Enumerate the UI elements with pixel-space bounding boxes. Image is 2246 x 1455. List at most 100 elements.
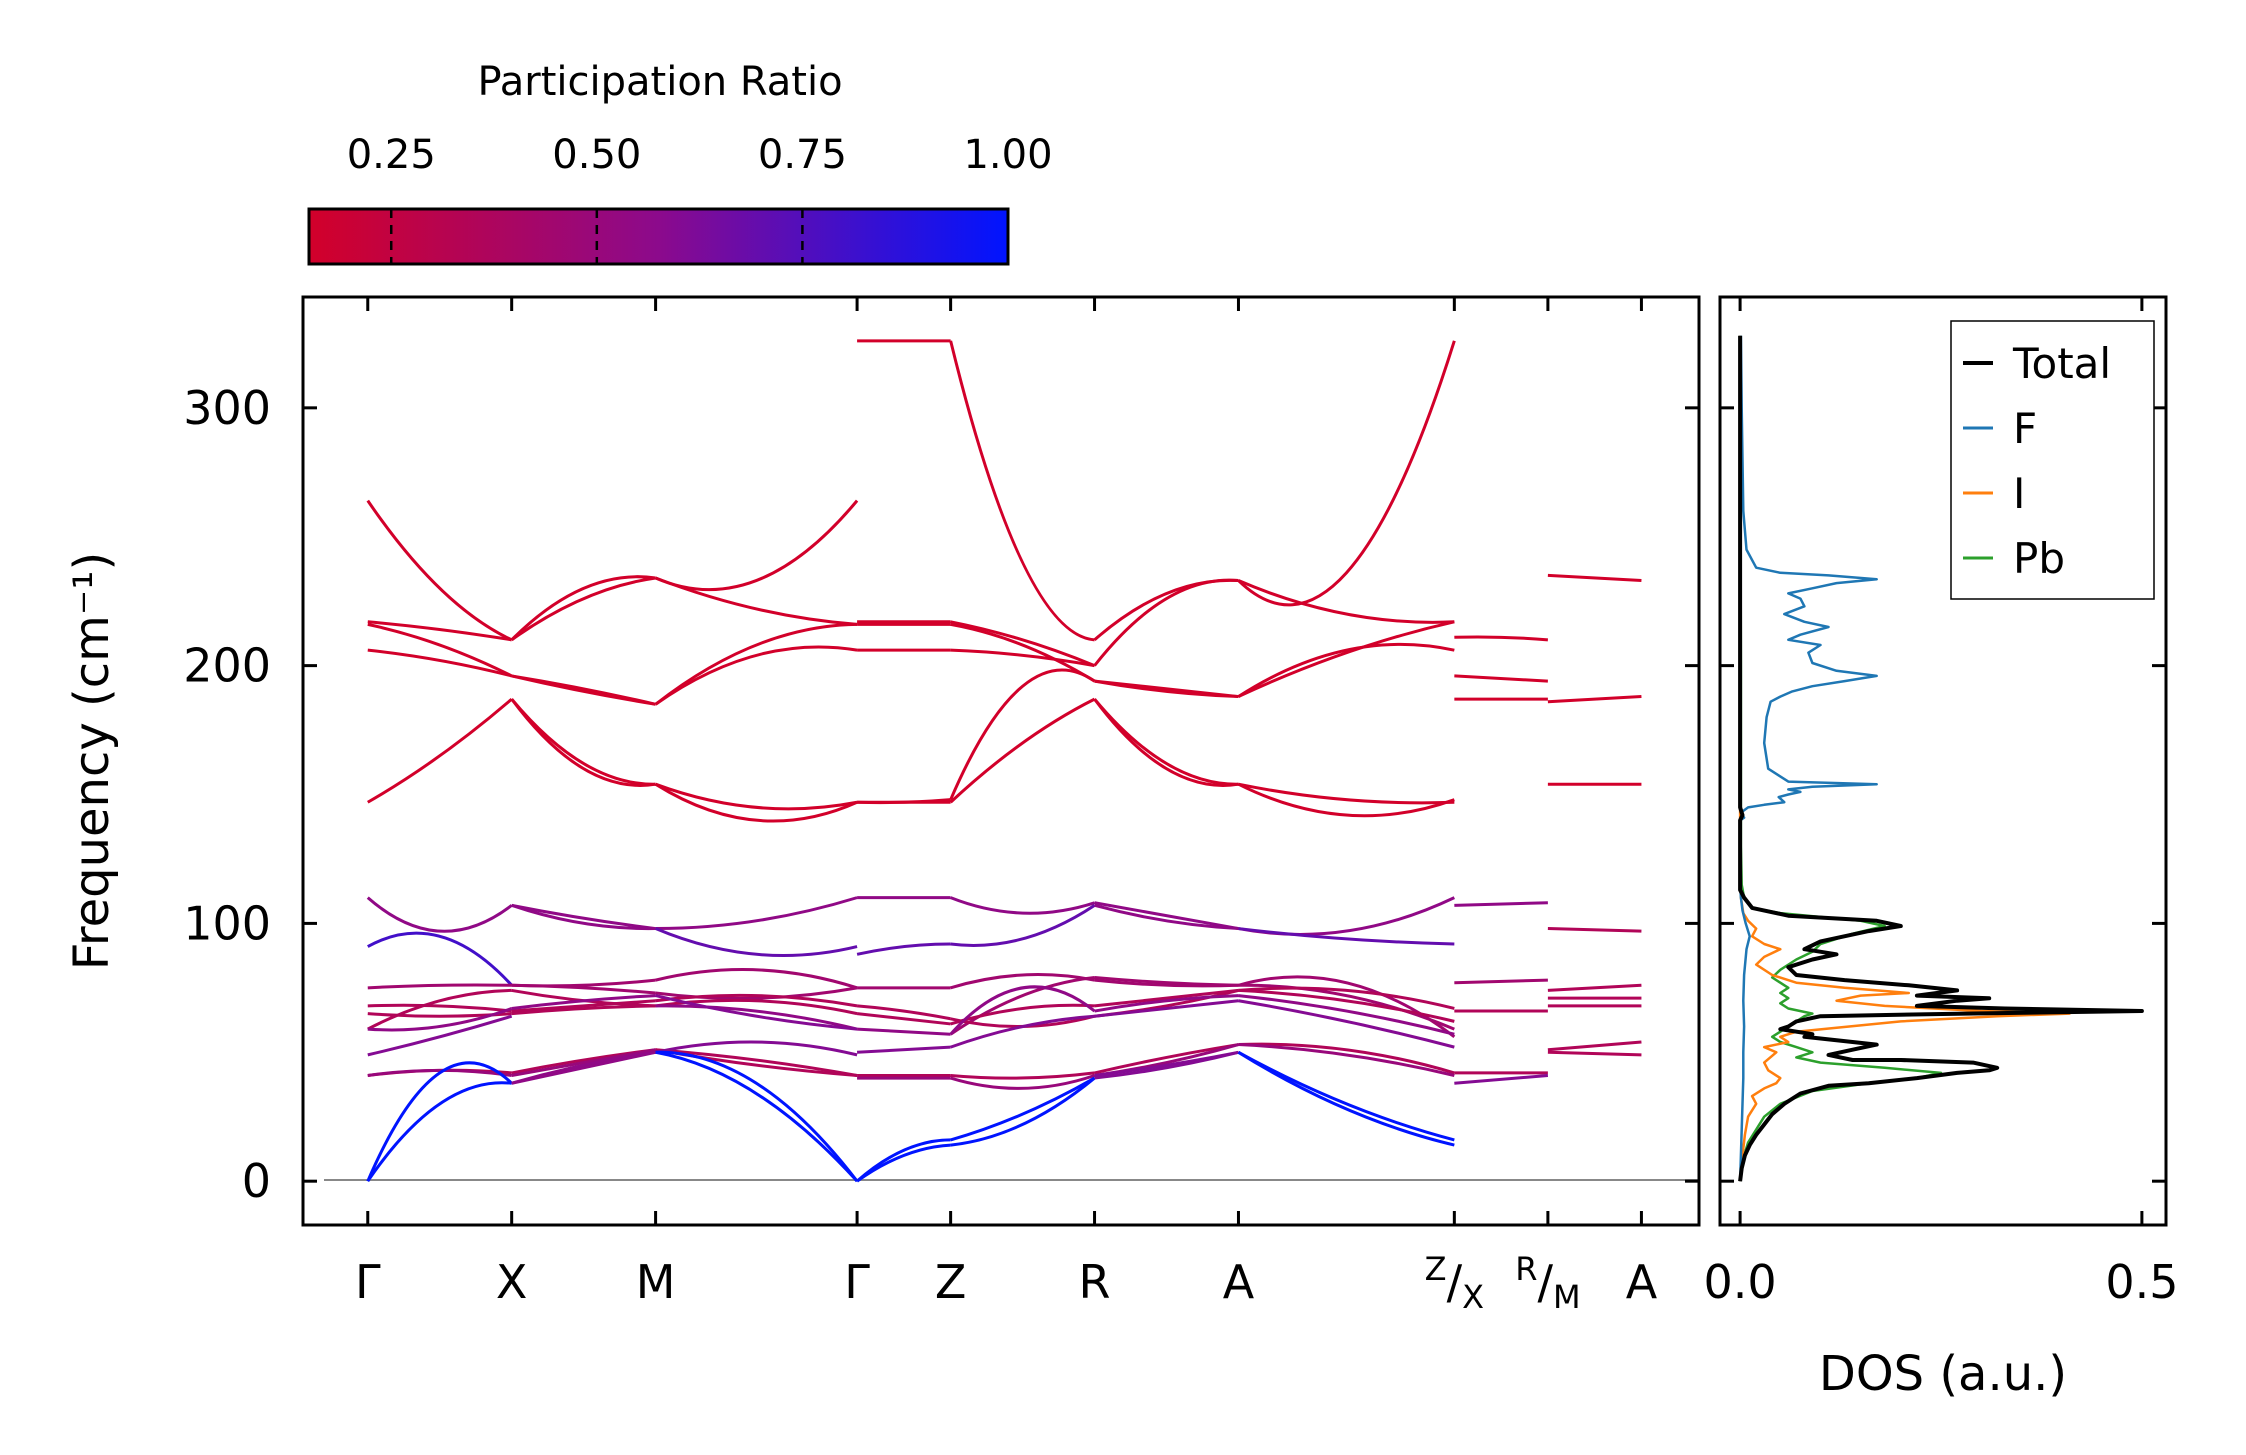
phonon-band <box>857 798 951 805</box>
phonon-band <box>1094 988 1239 1008</box>
phonon-band <box>367 988 512 1031</box>
phonon-band <box>655 1050 859 1183</box>
colorbar-gradient <box>307 207 1010 266</box>
phonon-band <box>856 1004 951 1021</box>
colorbar-ticks: 0.25 0.50 0.75 1.00 <box>347 132 1053 264</box>
phonon-band <box>511 983 656 995</box>
phonon-band <box>366 896 513 933</box>
phonon-band <box>511 999 656 1013</box>
phonon-band <box>1237 782 1455 818</box>
phonon-band <box>1094 1043 1239 1077</box>
dos-series-pb <box>1738 335 1943 1182</box>
dos-x-ticks: 0.0 0.5 <box>1704 297 2178 1309</box>
dos-series-total <box>1738 335 2144 1182</box>
phonon-band <box>655 927 858 957</box>
phonon-band <box>1238 983 1455 1031</box>
phonon-band <box>366 1081 512 1183</box>
phonon-band <box>1547 573 1642 583</box>
phonon-band <box>950 620 1096 668</box>
phonon-band <box>1093 698 1239 787</box>
phonon-band <box>1238 1043 1455 1077</box>
phonon-band <box>655 1004 858 1031</box>
phonon-band <box>655 993 858 1008</box>
phonon-band <box>366 499 513 642</box>
phonon-band <box>1237 1050 1455 1142</box>
high-symmetry-label: Z/X <box>1425 1250 1484 1316</box>
high-symmetry-ticks: Γ X M Γ Z R A Z/X R/M A <box>355 297 1658 1316</box>
phonon-band <box>511 903 656 931</box>
phonon-band <box>1094 901 1239 931</box>
phonon-band <box>950 1071 1095 1080</box>
phonon-band <box>856 1027 951 1036</box>
phonon-band <box>367 931 513 987</box>
legend-label: Total <box>2012 339 2111 388</box>
colorbar: Participation Ratio 0.25 0.50 0.75 1.00 <box>307 59 1053 266</box>
phonon-band <box>1547 695 1642 704</box>
phonon-band <box>856 1045 951 1054</box>
phonon-band <box>950 1076 1096 1142</box>
high-symmetry-label: M <box>636 1255 676 1309</box>
dos-x-tick-label: 0.5 <box>2105 1255 2178 1309</box>
band-plot-frame <box>301 295 1701 1227</box>
phonon-band <box>367 1014 513 1057</box>
phonon-band <box>1238 927 1455 946</box>
phonon-band <box>950 648 1095 668</box>
phonon-band <box>949 697 1096 804</box>
phonon-band <box>367 622 513 678</box>
phonon-band <box>949 668 1096 801</box>
y-tick-label: 200 <box>183 639 271 693</box>
phonon-band <box>1547 927 1642 933</box>
high-symmetry-label: A <box>1223 1255 1255 1309</box>
dos-plot-frame <box>1718 295 2168 1227</box>
phonon-band <box>950 904 1096 947</box>
phonon-band <box>1547 1040 1642 1052</box>
phonon-band <box>655 782 858 811</box>
phonon-band <box>1237 642 1455 698</box>
phonon-band <box>655 968 858 990</box>
legend-box <box>1950 320 2155 600</box>
phonon-band <box>856 942 951 956</box>
high-symmetry-label: R/M <box>1515 1250 1580 1316</box>
phonon-band <box>1547 1050 1642 1057</box>
phonon-band <box>1237 1051 1455 1147</box>
phonon-band <box>1238 896 1455 936</box>
phonon-band <box>366 1061 513 1182</box>
phonon-band <box>655 1040 858 1057</box>
phonon-band <box>1094 1043 1239 1075</box>
y-tick-label: 0 <box>242 1154 271 1208</box>
high-symmetry-label: X <box>496 1255 528 1309</box>
phonon-band <box>655 994 858 1031</box>
phonon-band <box>1238 999 1455 1049</box>
phonon-band <box>655 896 858 931</box>
phonon-band <box>511 994 656 1010</box>
phonon-band <box>655 499 859 592</box>
phonon-band <box>511 903 656 931</box>
phonon-band <box>1094 1050 1239 1077</box>
phonon-band <box>1238 988 1455 1023</box>
phonon-band <box>367 1003 512 1013</box>
phonon-band <box>511 1048 656 1077</box>
phonon-band <box>367 983 512 990</box>
phonon-band <box>367 1007 513 1032</box>
legend-label: Pb <box>2013 534 2065 583</box>
phonon-band <box>367 648 513 678</box>
phonon-band <box>950 973 1095 990</box>
phonon-band <box>1093 578 1239 641</box>
y-tick-label: 100 <box>183 896 271 950</box>
phonon-band <box>1094 679 1239 699</box>
y-tick-label: 300 <box>183 381 271 435</box>
frequency-ticks: 0 100 200 300 <box>183 381 1699 1208</box>
phonon-band <box>1237 620 1455 698</box>
phonon-band <box>510 576 656 642</box>
legend-label: I <box>2013 469 2025 518</box>
y-axis-label: Frequency (cm⁻¹) <box>64 552 120 970</box>
phonon-band <box>367 1068 512 1077</box>
phonon-band <box>1454 901 1548 907</box>
phonon-band <box>1454 978 1548 985</box>
colorbar-tick-label: 0.25 <box>347 132 436 178</box>
phonon-band <box>367 697 513 804</box>
phonon-band <box>654 782 858 823</box>
phonon-band <box>654 622 858 706</box>
phonon-band <box>655 576 858 626</box>
phonon-band <box>1094 999 1239 1018</box>
